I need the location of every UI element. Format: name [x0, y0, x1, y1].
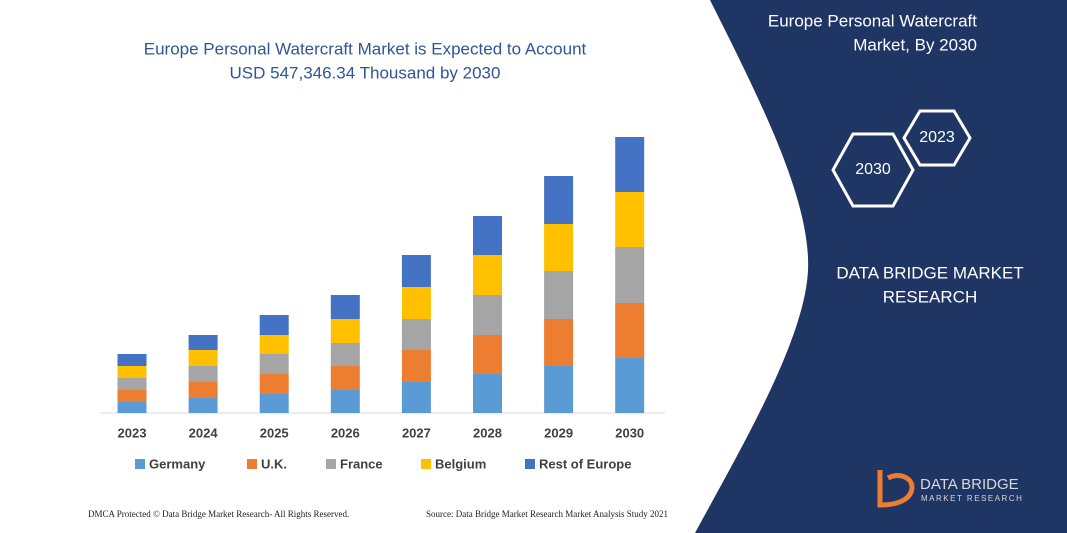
logo-name: DATA BRIDGE	[920, 476, 1019, 493]
chart-title: USD 547,346.34 Thousand by 2030	[230, 63, 501, 82]
bar-segment	[117, 390, 147, 402]
x-tick-label: 2023	[118, 425, 147, 440]
x-tick-label: 2026	[331, 425, 360, 440]
bar-segment	[615, 192, 645, 247]
bar-segment	[401, 255, 431, 287]
legend-swatch	[135, 459, 145, 469]
x-tick-label: 2029	[544, 425, 573, 440]
legend-label: U.K.	[261, 456, 287, 471]
legend-label: Rest of Europe	[539, 456, 631, 471]
bar-segment	[473, 295, 502, 335]
x-tick-label: 2027	[402, 425, 431, 440]
footer-left: DMCA Protected © Data Bridge Market Rese…	[88, 509, 349, 519]
company-name: DATA BRIDGE MARKET	[836, 263, 1023, 282]
legend-swatch	[326, 459, 336, 469]
bar-segment	[188, 366, 218, 382]
company-name: RESEARCH	[883, 287, 977, 306]
bar-segment	[473, 216, 502, 255]
footer-right: Source: Data Bridge Market Research Mark…	[426, 509, 668, 519]
bar-segment	[188, 382, 218, 398]
bar-segment	[615, 247, 645, 303]
bar-segment	[615, 358, 645, 413]
bar-segment	[544, 224, 574, 271]
bar-segment	[330, 295, 360, 319]
legend-swatch	[525, 459, 535, 469]
bar-segment	[401, 350, 431, 382]
bar-segment	[117, 366, 147, 378]
legend-label: Germany	[149, 456, 206, 471]
bar-segment	[473, 374, 502, 413]
x-tick-label: 2028	[473, 425, 502, 440]
bar-segment	[330, 366, 360, 390]
bar-segment	[401, 382, 431, 413]
bar-segment	[117, 402, 147, 413]
logo-icon	[877, 470, 915, 508]
bar-segment	[330, 390, 360, 413]
bar-segment	[259, 315, 289, 335]
bar-segment	[473, 335, 502, 374]
bar-segment	[188, 398, 218, 413]
bar-segment	[615, 137, 645, 192]
bar-segment	[188, 350, 218, 366]
x-tick-label: 2025	[260, 425, 289, 440]
bar-segment	[544, 319, 574, 366]
x-tick-label: 2024	[189, 425, 219, 440]
bar-segment	[188, 335, 218, 350]
bar-segment	[259, 374, 289, 394]
bar-segment	[117, 354, 147, 366]
bar-segment	[401, 319, 431, 350]
chart-title: Europe Personal Watercraft Market is Exp…	[144, 39, 587, 58]
hexagon	[831, 132, 915, 208]
side-panel	[695, 0, 1067, 533]
bar-segment	[259, 354, 289, 374]
logo: DATA BRIDGE MARKET RESEARCH	[877, 470, 1023, 508]
legend-label: Belgium	[435, 456, 486, 471]
bar-segment	[615, 303, 645, 358]
bar-segment	[330, 319, 360, 343]
bar-segment	[401, 287, 431, 319]
hexagon	[902, 109, 972, 167]
panel-title: Market, By 2030	[853, 35, 977, 54]
panel-title: Europe Personal Watercraft	[768, 11, 977, 30]
legend-label: France	[340, 456, 383, 471]
bar-segment	[544, 271, 574, 319]
bar-segment	[544, 366, 574, 413]
bar-segment	[330, 343, 360, 366]
bar-segment	[259, 335, 289, 354]
bar-segment	[259, 394, 289, 413]
logo-tagline: MARKET RESEARCH	[921, 494, 1023, 503]
legend-swatch	[247, 459, 257, 469]
bar-segment	[117, 378, 147, 390]
hexagon-label: 2030	[855, 161, 891, 178]
bar-segment	[544, 176, 574, 224]
bar-segment	[473, 255, 502, 295]
x-tick-label: 2030	[615, 425, 644, 440]
legend-swatch	[421, 459, 431, 469]
hexagon-label: 2023	[919, 129, 955, 146]
